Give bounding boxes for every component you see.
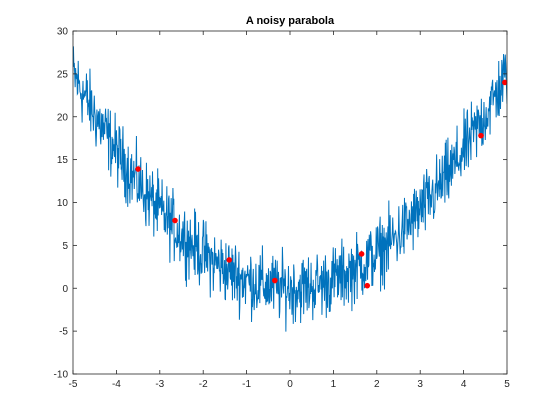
sample-point-4 [272, 277, 278, 284]
y-tick-label: 30 [57, 27, 69, 38]
sample-point-3 [226, 257, 233, 263]
noisy-parabola-line [73, 46, 507, 332]
y-tick-label: -10 [54, 370, 69, 381]
x-tick-label: -1 [242, 379, 251, 390]
x-tick-label: -4 [112, 379, 121, 390]
x-tick-label: 2 [374, 379, 380, 390]
sample-point-7 [478, 132, 484, 139]
x-tick-label: 4 [461, 379, 467, 390]
plot-area [73, 46, 507, 332]
sample-point-6 [364, 282, 371, 289]
sample-point-1 [135, 166, 141, 172]
y-tick-label: 20 [57, 112, 69, 123]
x-tick-label: -3 [155, 379, 164, 390]
chart-title: A noisy parabola [246, 15, 335, 27]
sample-point-5 [358, 251, 365, 257]
axes-box [72, 30, 508, 375]
y-tick-label: 10 [57, 198, 69, 209]
y-tick-label: 0 [62, 284, 68, 295]
x-tick-label: 1 [331, 379, 337, 390]
x-tick-label: 5 [504, 379, 510, 390]
x-tick-label: -2 [199, 379, 208, 390]
x-tick-label: 0 [287, 379, 293, 390]
y-tick-label: 25 [57, 69, 69, 80]
y-tick-label: -5 [59, 327, 68, 338]
y-tick-label: 15 [57, 155, 69, 166]
x-tick-label: 3 [417, 379, 423, 390]
y-tick-label: 5 [62, 241, 68, 252]
sample-point-2 [172, 217, 178, 224]
x-tick-label: -5 [69, 379, 78, 390]
sample-point-8 [502, 79, 507, 86]
